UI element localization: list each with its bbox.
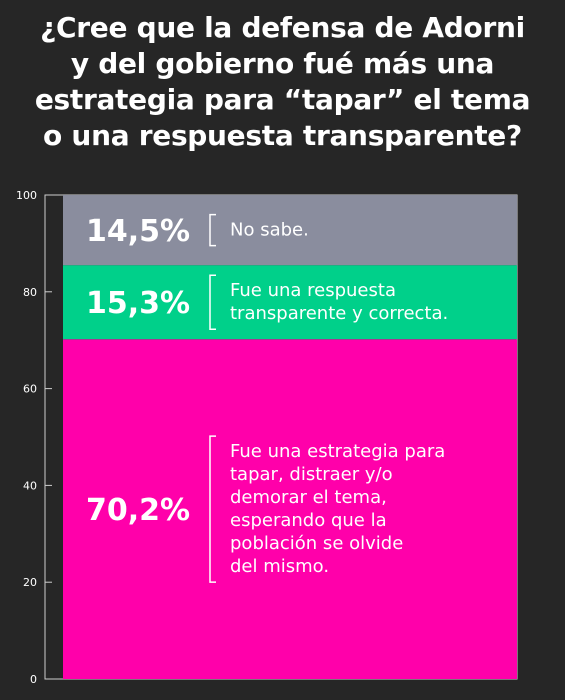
y-tick-label: 40 — [23, 479, 37, 492]
chart-title: ¿Cree que la defensa de Adorni y del gob… — [0, 10, 565, 154]
segment-description-line: transparente y correcta. — [230, 303, 448, 324]
segment-description-line: esperando que la — [230, 510, 387, 531]
segment-description-line: del mismo. — [230, 556, 329, 577]
segment-bracket — [209, 274, 216, 330]
segment-bracket — [209, 213, 216, 247]
y-tick-label: 0 — [30, 673, 37, 686]
y-tick-label: 60 — [23, 383, 37, 396]
y-tick-label: 20 — [23, 576, 37, 589]
segment-description-line: Fue una estrategia para — [230, 441, 445, 462]
segment-bracket — [209, 435, 216, 583]
segment-percentage-label: 15,3% — [86, 286, 190, 321]
y-tick-label: 100 — [16, 189, 37, 202]
y-tick-label: 80 — [23, 286, 37, 299]
bar-segment — [63, 339, 517, 679]
segment-description-line: Fue una respuesta — [230, 280, 396, 301]
title-line: ¿Cree que la defensa de Adorni — [40, 11, 525, 44]
segment-description-line: población se olvide — [230, 533, 403, 554]
segment-description-line: demorar el tema, — [230, 487, 387, 508]
title-line: o una respuesta transparente? — [43, 119, 522, 152]
title-line: y del gobierno fué más una — [70, 47, 495, 80]
title-line: estrategia para “tapar” el tema — [34, 83, 531, 116]
segment-percentage-label: 14,5% — [86, 214, 190, 249]
segment-description-line: tapar, distraer y/o — [230, 464, 393, 485]
bar-segment — [63, 195, 517, 266]
segment-description-line: No sabe. — [230, 220, 309, 241]
segment-percentage-label: 70,2% — [86, 493, 190, 528]
bar-segment — [63, 265, 517, 340]
